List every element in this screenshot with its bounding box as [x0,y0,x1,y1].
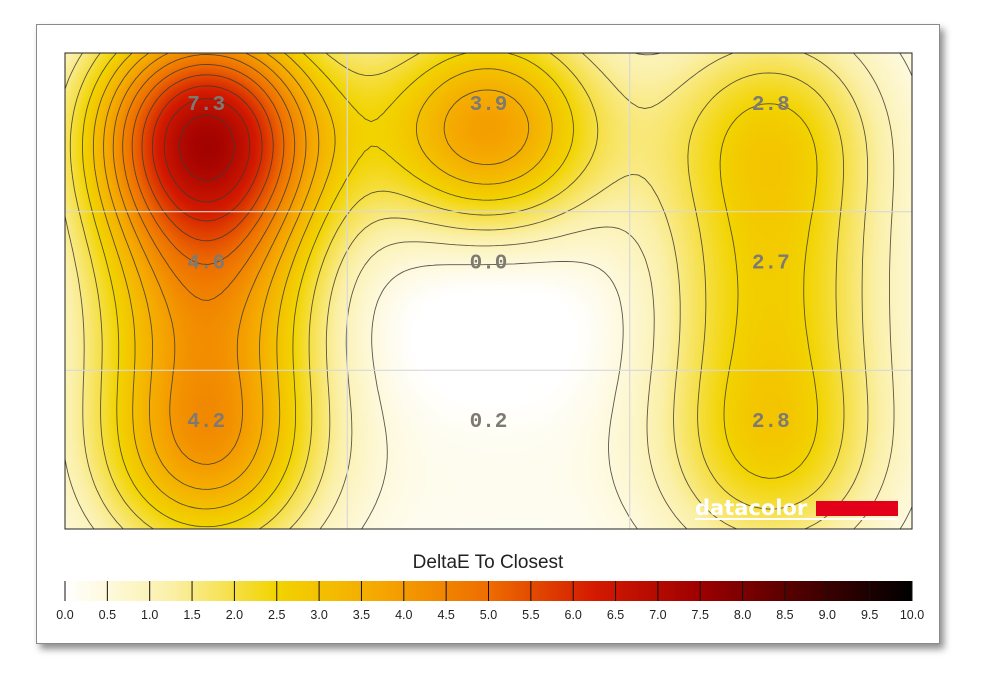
logo-text: datacolor [695,496,808,520]
legend-title: DeltaE To Closest [412,552,564,573]
contour-line [112,52,307,465]
cell-value-label: 2.8 [752,411,790,434]
contour-line [141,74,274,242]
contour-line [82,52,819,528]
cell-value-label: 2.8 [752,94,790,117]
colorbar-tick-label: 10.0 [900,608,924,622]
colorbar-tick-label: 6.5 [607,608,624,622]
contour-line [151,85,263,222]
plot-border [64,52,913,530]
colorbar-tick-label: 0.0 [56,608,73,622]
cell-value-label: 3.9 [470,94,508,117]
colorbar-tick-label: 2.0 [226,608,243,622]
heatmap-fill [65,53,912,529]
contour-line [69,52,845,530]
cell-value-label: 0.2 [470,411,508,434]
colorbar-tick-label: 5.0 [480,608,497,622]
contour-line [163,98,251,203]
chart-card: 7.3 3.9 2.8 4.6 0.0 2.7 4.2 0.2 2.8 datacolor 0.0 0… [36,24,940,644]
contour-line [179,114,235,181]
contour-line [103,52,530,490]
colorbar-tick-label: 3.5 [353,608,370,622]
contour-lines [64,52,913,530]
colorbar-tick-label: 0.5 [99,608,116,622]
cell-value-label: 0.0 [470,253,508,276]
contour-line [122,54,296,301]
cell-value-label: 4.2 [187,411,225,434]
colorbar-tick-label: 7.5 [692,608,709,622]
colorbar-tick-label: 8.5 [776,608,793,622]
colorbar-tick-label: 6.0 [565,608,582,622]
colorbar-tick-label: 1.5 [183,608,200,622]
datacolor-logo: datacolor [695,496,898,520]
colorbar-tick-label: 2.5 [268,608,285,622]
contour-line [361,52,913,530]
heatmap-chart: 7.3 3.9 2.8 4.6 0.0 2.7 4.2 0.2 2.8 datacolor 0.0 0… [56,52,924,622]
colorbar-tick-label: 9.0 [819,608,836,622]
contour-line [92,52,553,510]
cell-value-label: 2.7 [752,253,790,276]
contour-line [131,64,285,265]
colorbar-tick-label: 1.0 [141,608,158,622]
colorbar-tick-label: 5.5 [522,608,539,622]
colorbar-tick-label: 3.0 [310,608,327,622]
colorbar-tick-label: 9.5 [861,608,878,622]
colorbar-tick-label: 7.0 [649,608,666,622]
logo-bar [816,501,898,516]
colorbar-tick-label: 4.0 [395,608,412,622]
cell-value-label: 4.6 [187,253,225,276]
cell-value-label: 7.3 [187,94,225,117]
colorbar-tick-label: 8.0 [734,608,751,622]
contour-line [64,52,869,530]
colorbar-tick-label: 4.5 [437,608,454,622]
